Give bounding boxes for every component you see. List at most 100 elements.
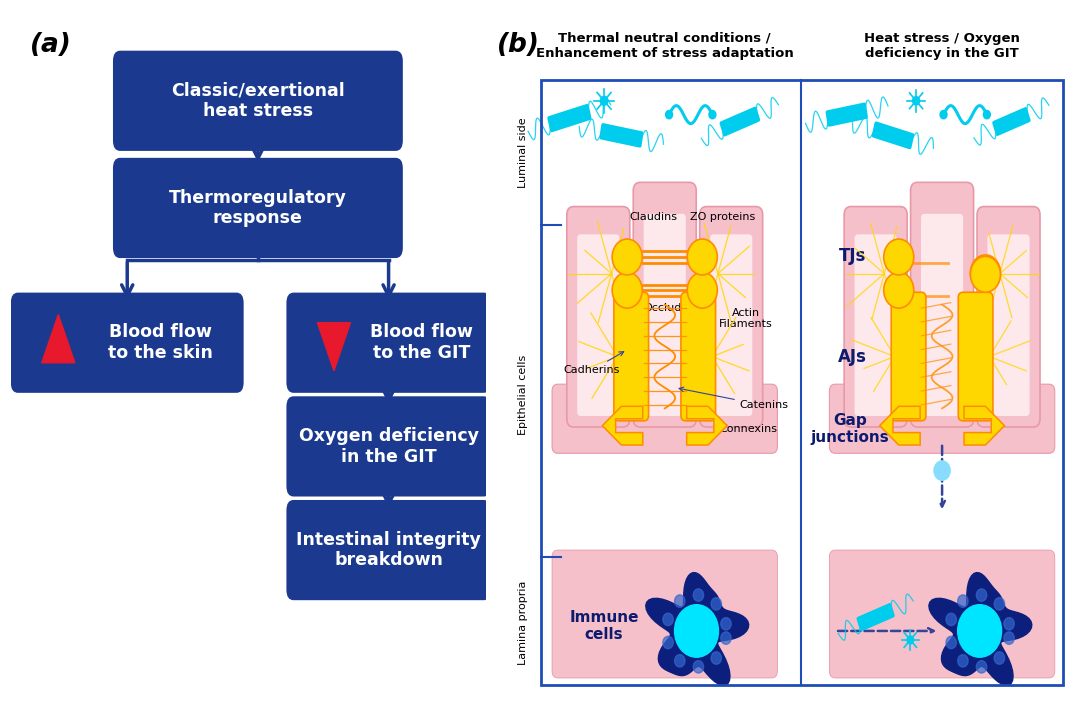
Circle shape (675, 595, 685, 607)
Circle shape (675, 654, 685, 667)
FancyBboxPatch shape (710, 235, 753, 416)
Text: ZO proteins: ZO proteins (690, 212, 755, 222)
Text: Catenins: Catenins (679, 387, 788, 410)
Circle shape (976, 660, 987, 673)
Bar (540, 80, 1064, 685)
Text: Connexins: Connexins (719, 424, 778, 434)
FancyBboxPatch shape (567, 207, 630, 427)
Text: Gap
junctions: Gap junctions (810, 413, 889, 445)
Polygon shape (687, 406, 727, 445)
Text: Thermoregulatory
response: Thermoregulatory response (168, 189, 347, 228)
Circle shape (1004, 618, 1014, 630)
FancyBboxPatch shape (987, 235, 1029, 416)
FancyBboxPatch shape (286, 292, 490, 393)
Circle shape (687, 239, 717, 275)
Text: Intestinal integrity
breakdown: Intestinal integrity breakdown (296, 531, 481, 570)
Circle shape (958, 654, 968, 667)
FancyBboxPatch shape (113, 50, 403, 151)
Text: TJs: TJs (839, 247, 866, 265)
Text: Heat stress / Oxygen
deficiency in the GIT: Heat stress / Oxygen deficiency in the G… (864, 32, 1020, 60)
FancyBboxPatch shape (829, 384, 1055, 454)
Circle shape (687, 272, 717, 308)
FancyBboxPatch shape (613, 292, 649, 420)
Circle shape (934, 461, 950, 480)
Polygon shape (964, 406, 1004, 445)
Text: Immune
cells: Immune cells (569, 610, 639, 642)
Text: Classic/exertional
heat stress: Classic/exertional heat stress (171, 81, 345, 120)
Text: Lamina propria: Lamina propria (518, 580, 528, 665)
Text: (a): (a) (30, 32, 71, 58)
FancyBboxPatch shape (633, 182, 697, 427)
FancyBboxPatch shape (829, 550, 1055, 678)
Circle shape (958, 605, 1001, 657)
Text: Luminal side: Luminal side (518, 117, 528, 188)
Circle shape (711, 652, 721, 665)
Circle shape (612, 272, 643, 308)
Circle shape (976, 589, 987, 601)
Circle shape (971, 255, 1000, 291)
Polygon shape (880, 406, 920, 445)
Polygon shape (42, 315, 75, 363)
Circle shape (675, 605, 718, 657)
FancyBboxPatch shape (719, 107, 760, 137)
Circle shape (720, 632, 731, 644)
Text: Epithelial cells: Epithelial cells (518, 354, 528, 435)
Circle shape (940, 110, 947, 119)
Text: Claudins: Claudins (630, 212, 677, 222)
FancyBboxPatch shape (921, 214, 963, 416)
FancyBboxPatch shape (644, 214, 686, 416)
FancyBboxPatch shape (958, 292, 993, 420)
FancyBboxPatch shape (845, 207, 907, 427)
Polygon shape (646, 572, 748, 685)
Text: (b): (b) (497, 32, 540, 58)
FancyBboxPatch shape (599, 123, 644, 148)
FancyBboxPatch shape (872, 122, 915, 149)
Text: Oxygen deficiency
in the GIT: Oxygen deficiency in the GIT (298, 427, 478, 466)
FancyBboxPatch shape (286, 500, 490, 600)
Text: Cadherins: Cadherins (564, 351, 624, 375)
FancyBboxPatch shape (552, 550, 778, 678)
Polygon shape (318, 323, 351, 371)
Polygon shape (603, 406, 643, 445)
Circle shape (612, 239, 643, 275)
Circle shape (1004, 632, 1014, 644)
Circle shape (907, 636, 914, 644)
FancyBboxPatch shape (977, 207, 1040, 427)
Circle shape (720, 618, 731, 630)
Circle shape (946, 636, 957, 649)
Circle shape (665, 110, 673, 119)
Text: AJs: AJs (838, 348, 867, 366)
Text: Blood flow
to the GIT: Blood flow to the GIT (370, 323, 473, 362)
Circle shape (958, 595, 968, 607)
Circle shape (984, 110, 990, 119)
Text: Actin
Filaments: Actin Filaments (719, 307, 772, 329)
FancyBboxPatch shape (825, 102, 868, 127)
FancyBboxPatch shape (548, 104, 592, 132)
Text: Thermal neutral conditions /
Enhancement of stress adaptation: Thermal neutral conditions / Enhancement… (536, 32, 794, 60)
FancyBboxPatch shape (113, 158, 403, 258)
FancyBboxPatch shape (680, 292, 716, 420)
Circle shape (711, 598, 721, 610)
FancyBboxPatch shape (11, 292, 244, 393)
Text: Occludins: Occludins (644, 302, 698, 312)
Circle shape (883, 239, 914, 275)
Circle shape (971, 256, 1000, 292)
FancyBboxPatch shape (891, 292, 926, 420)
FancyBboxPatch shape (854, 235, 896, 416)
Circle shape (708, 110, 716, 119)
Circle shape (946, 613, 957, 626)
Circle shape (883, 272, 914, 308)
FancyBboxPatch shape (577, 235, 620, 416)
FancyBboxPatch shape (856, 603, 894, 631)
Text: Blood flow
to the skin: Blood flow to the skin (108, 323, 213, 362)
Polygon shape (929, 572, 1031, 685)
Circle shape (995, 652, 1004, 665)
Circle shape (913, 96, 919, 105)
Circle shape (693, 660, 704, 673)
FancyBboxPatch shape (286, 396, 490, 497)
Circle shape (663, 636, 673, 649)
Circle shape (995, 598, 1004, 610)
FancyBboxPatch shape (552, 384, 778, 454)
Circle shape (600, 96, 608, 105)
Circle shape (663, 613, 673, 626)
